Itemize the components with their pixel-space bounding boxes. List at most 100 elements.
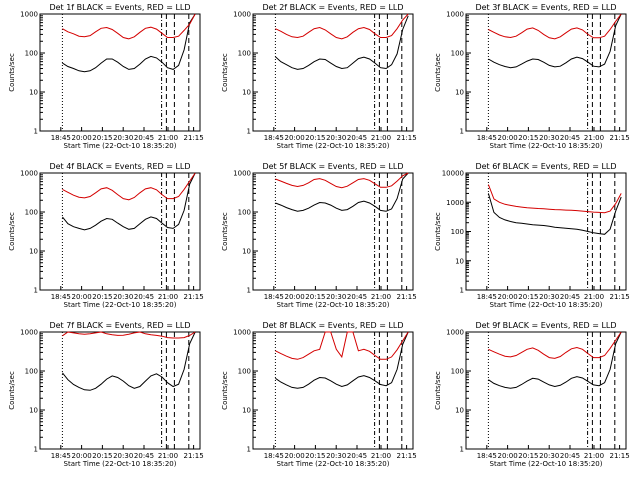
y-tick-label: 100 bbox=[451, 368, 464, 376]
detector-panel: Det 4f BLACK = Events, RED = LLD 1 10 100 10… bbox=[8, 162, 204, 309]
x-tick-label: 20:30 bbox=[113, 134, 133, 142]
events-series-line bbox=[62, 172, 196, 231]
lld-series-line bbox=[275, 13, 409, 40]
panel-title: Det 2f BLACK = Events, RED = LLD bbox=[262, 3, 403, 12]
y-axis-label: Counts/sec bbox=[434, 53, 442, 92]
x-tick-label: 21:00 bbox=[371, 452, 391, 460]
y-axis-label: Counts/sec bbox=[221, 371, 229, 410]
x-tick-label: 18:45 bbox=[51, 452, 71, 460]
y-tick-label: 1000 bbox=[446, 11, 464, 19]
lld-series-line bbox=[62, 331, 196, 339]
plot-frame bbox=[39, 172, 201, 291]
lld-series-line bbox=[62, 172, 196, 201]
events-series-line bbox=[275, 331, 409, 389]
x-tick-label: 18:45 bbox=[51, 134, 71, 142]
y-tick-label: 10 bbox=[242, 407, 251, 415]
y-tick-label: 1 bbox=[247, 128, 251, 136]
y-tick-label: 10 bbox=[242, 89, 251, 97]
y-tick-label: 100 bbox=[238, 50, 251, 58]
y-tick-label: 100 bbox=[25, 368, 38, 376]
y-tick-label: 1000 bbox=[233, 170, 251, 178]
x-tick-label: 20:15 bbox=[518, 452, 538, 460]
plot-frame bbox=[252, 172, 414, 291]
x-tick-label: 20:15 bbox=[92, 134, 112, 142]
y-tick-label: 1000 bbox=[20, 11, 38, 19]
y-tick-label: 100 bbox=[238, 209, 251, 217]
x-tick-label: 18:45 bbox=[477, 134, 497, 142]
x-axis-label: Start Time (22-Oct-10 18:35:20) bbox=[490, 142, 603, 150]
x-tick-label: 20:30 bbox=[113, 293, 133, 301]
x-tick-label: 20:00 bbox=[72, 452, 92, 460]
x-tick-label: 20:15 bbox=[305, 452, 325, 460]
y-tick-label: 1000 bbox=[20, 329, 38, 337]
x-tick-label: 18:45 bbox=[264, 293, 284, 301]
y-tick-label: 1 bbox=[34, 287, 38, 295]
panel-title: Det 8f BLACK = Events, RED = LLD bbox=[262, 321, 403, 330]
y-tick-label: 1000 bbox=[233, 329, 251, 337]
x-tick-label: 20:30 bbox=[539, 452, 559, 460]
y-axis-label: Counts/sec bbox=[221, 212, 229, 251]
plot-frame bbox=[39, 331, 201, 450]
x-tick-label: 20:45 bbox=[560, 452, 580, 460]
plot-frame bbox=[39, 13, 201, 132]
x-tick-label: 20:00 bbox=[498, 452, 518, 460]
x-axis-label: Start Time (22-Oct-10 18:35:20) bbox=[64, 142, 177, 150]
x-tick-label: 21:00 bbox=[158, 452, 178, 460]
x-tick-label: 21:00 bbox=[371, 293, 391, 301]
y-tick-label: 1000 bbox=[233, 11, 251, 19]
x-axis-label: Start Time (22-Oct-10 18:35:20) bbox=[64, 301, 177, 309]
x-tick-label: 20:15 bbox=[92, 452, 112, 460]
y-tick-label: 10 bbox=[29, 248, 38, 256]
plot-frame bbox=[465, 13, 627, 132]
x-tick-label: 18:45 bbox=[264, 134, 284, 142]
x-tick-label: 21:00 bbox=[158, 293, 178, 301]
y-tick-label: 10 bbox=[242, 248, 251, 256]
plot-frame bbox=[252, 331, 414, 450]
events-series-line bbox=[487, 193, 622, 235]
x-tick-label: 18:45 bbox=[477, 293, 497, 301]
x-tick-label: 21:15 bbox=[397, 293, 417, 301]
y-tick-label: 1000 bbox=[446, 329, 464, 337]
lld-series-line bbox=[62, 13, 196, 40]
events-series-line bbox=[275, 15, 409, 70]
x-tick-label: 20:30 bbox=[326, 293, 346, 301]
detector-panel: Det 6f BLACK = Events, RED = LLD 1 10 100 10… bbox=[434, 162, 630, 309]
x-tick-label: 21:15 bbox=[610, 134, 630, 142]
detector-panel: Det 3f BLACK = Events, RED = LLD 1 10 100 10… bbox=[434, 3, 630, 150]
x-tick-label: 20:30 bbox=[326, 134, 346, 142]
events-series-line bbox=[62, 13, 196, 73]
y-tick-label: 100 bbox=[451, 50, 464, 58]
x-tick-label: 20:30 bbox=[539, 293, 559, 301]
x-tick-label: 18:45 bbox=[477, 452, 497, 460]
x-tick-label: 20:15 bbox=[518, 293, 538, 301]
x-tick-label: 20:00 bbox=[498, 134, 518, 142]
events-series-line bbox=[488, 13, 622, 69]
x-axis-label: Start Time (22-Oct-10 18:35:20) bbox=[277, 301, 390, 309]
x-tick-label: 21:00 bbox=[584, 134, 604, 142]
x-tick-label: 20:00 bbox=[285, 293, 305, 301]
panel-title: Det 7f BLACK = Events, RED = LLD bbox=[49, 321, 190, 330]
x-tick-label: 18:45 bbox=[264, 452, 284, 460]
y-tick-label: 1000 bbox=[446, 199, 464, 207]
y-axis-label: Counts/sec bbox=[221, 53, 229, 92]
x-tick-label: 21:00 bbox=[584, 293, 604, 301]
y-tick-label: 1 bbox=[460, 287, 464, 295]
x-axis-label: Start Time (22-Oct-10 18:35:20) bbox=[490, 301, 603, 309]
y-tick-label: 10 bbox=[29, 89, 38, 97]
y-tick-label: 1 bbox=[247, 446, 251, 454]
detector-panel: Det 9f BLACK = Events, RED = LLD 1 10 100 10… bbox=[434, 321, 630, 468]
panel-title: Det 6f BLACK = Events, RED = LLD bbox=[475, 162, 616, 171]
x-tick-label: 21:15 bbox=[610, 293, 630, 301]
detector-panel: Det 8f BLACK = Events, RED = LLD 1 10 100 10… bbox=[221, 321, 417, 468]
lld-series-line bbox=[275, 172, 409, 189]
x-tick-label: 20:15 bbox=[305, 134, 325, 142]
x-tick-label: 20:45 bbox=[347, 452, 367, 460]
x-tick-label: 20:45 bbox=[347, 293, 367, 301]
y-tick-label: 1 bbox=[460, 128, 464, 136]
lld-series-line bbox=[275, 331, 409, 360]
lld-series-line bbox=[488, 331, 622, 359]
x-tick-label: 20:15 bbox=[92, 293, 112, 301]
y-axis-label: Counts/sec bbox=[8, 371, 16, 410]
x-tick-label: 21:15 bbox=[397, 452, 417, 460]
